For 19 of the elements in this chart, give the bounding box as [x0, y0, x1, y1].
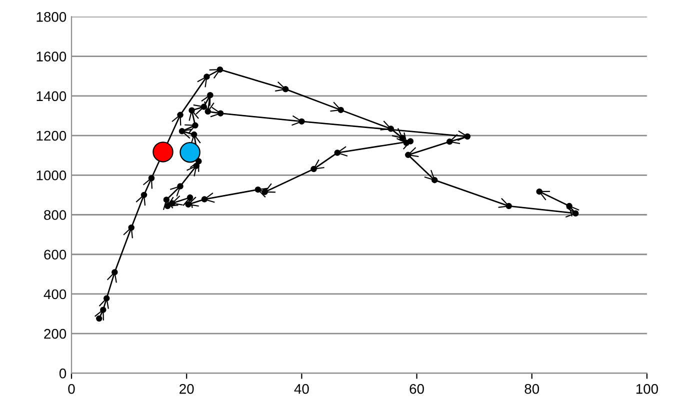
x-tick-label: 60 — [410, 384, 424, 394]
y-tick-label: 800 — [44, 210, 66, 220]
point — [152, 142, 174, 162]
y-tick-label: 1800 — [36, 12, 66, 22]
y-tick-label: 0 — [59, 368, 66, 378]
point — [180, 142, 200, 163]
y-tick-label: 400 — [44, 289, 66, 300]
y-tick-label: 1400 — [36, 91, 66, 102]
x-tick-label: 80 — [524, 384, 540, 394]
y-tick-label: 1200 — [36, 130, 66, 141]
x-tick-label: 0 — [68, 384, 75, 394]
x-tick-label: 20 — [180, 384, 194, 394]
y-tick-label: 1600 — [36, 52, 66, 62]
y-tick-label: 600 — [44, 250, 66, 260]
y-tick-label: 1000 — [36, 170, 66, 180]
point — [96, 315, 102, 322]
y-tick-label: 200 — [44, 328, 66, 339]
x-tick-label: 100 — [636, 384, 658, 394]
x-tick-label: 40 — [294, 384, 309, 394]
